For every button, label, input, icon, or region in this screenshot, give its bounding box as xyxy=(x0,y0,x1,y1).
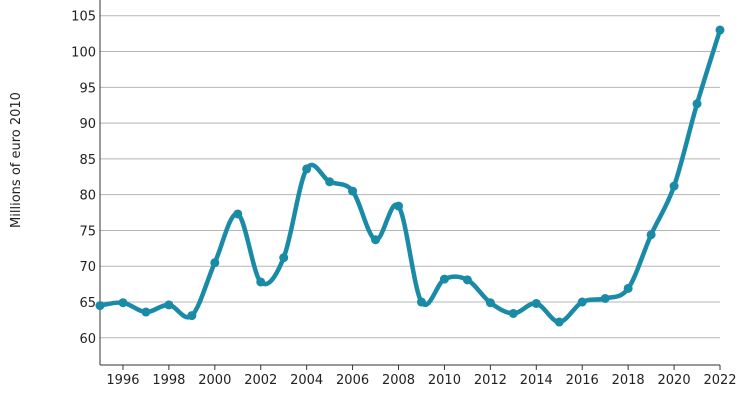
point xyxy=(371,235,381,245)
line xyxy=(99,29,723,325)
point xyxy=(394,201,404,211)
point xyxy=(141,307,151,317)
x-tick-label: 2006 xyxy=(336,373,369,388)
point xyxy=(577,297,587,307)
y-tick-label: 70 xyxy=(79,260,96,275)
y-tick-label: 100 xyxy=(71,46,96,61)
y-tick-label: 85 xyxy=(79,153,96,168)
x-tick-label: 1996 xyxy=(106,373,139,388)
x-tick-label: 2016 xyxy=(566,373,599,388)
point xyxy=(715,25,725,35)
x-tick-label: 2000 xyxy=(198,373,231,388)
x-tick-label: 2018 xyxy=(612,373,645,388)
point xyxy=(485,298,495,308)
point xyxy=(302,164,312,174)
point xyxy=(646,230,656,240)
point xyxy=(325,177,335,187)
point xyxy=(692,99,702,109)
y-tick-label: 105 xyxy=(71,10,96,25)
point xyxy=(669,181,679,191)
y-tick-label: 65 xyxy=(79,296,96,311)
point xyxy=(623,283,633,293)
point xyxy=(210,258,220,268)
x-tick-label: 2002 xyxy=(244,373,277,388)
point xyxy=(531,298,541,308)
x-tick-label: 2010 xyxy=(428,373,461,388)
point xyxy=(233,209,243,219)
x-tick-label: 2014 xyxy=(520,373,553,388)
x-tick-label: 2022 xyxy=(703,373,736,388)
y-tick-label: 95 xyxy=(79,81,96,96)
y-tick-label: 80 xyxy=(79,189,96,204)
y-tick-label: 60 xyxy=(79,332,96,347)
x-tick-label: 2004 xyxy=(290,373,323,388)
point xyxy=(118,298,128,308)
point xyxy=(187,311,197,321)
y-tick-label: 75 xyxy=(79,224,96,239)
x-tick-label: 1998 xyxy=(152,373,185,388)
point xyxy=(279,253,289,263)
y-axis-label: Millions of euro 2010 xyxy=(9,92,24,228)
y-tick-label: 90 xyxy=(79,117,96,132)
point xyxy=(554,317,564,327)
x-tick-label: 2020 xyxy=(658,373,691,388)
point xyxy=(95,301,105,311)
point xyxy=(416,297,426,307)
x-tick-label: 2008 xyxy=(382,373,415,388)
point xyxy=(164,300,174,310)
point xyxy=(348,186,358,196)
point xyxy=(256,277,266,287)
x-tick-label: 2012 xyxy=(474,373,507,388)
point xyxy=(439,274,449,284)
point xyxy=(462,275,472,285)
point xyxy=(508,308,518,318)
point xyxy=(600,293,610,303)
